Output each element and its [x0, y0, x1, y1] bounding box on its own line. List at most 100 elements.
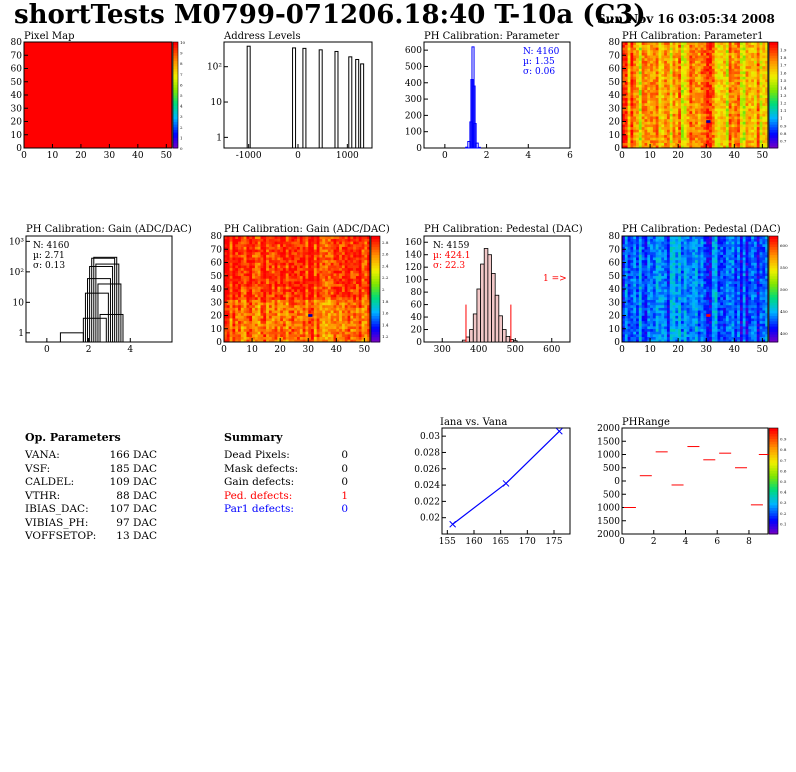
phrange-colorbar-cell — [769, 518, 778, 522]
pixel_map-xtick-label: 0 — [21, 151, 27, 161]
op-param-value: 97 DAC — [116, 516, 157, 529]
pixel_map-ytick-label: 60 — [11, 65, 23, 75]
gain_map-colorbar-cell — [371, 241, 380, 245]
summary-value: 0 — [341, 449, 348, 461]
pedestal_map-ytick-label: 0 — [614, 338, 620, 348]
pixel_map-xtick-label: 50 — [161, 151, 173, 161]
op-param-value: 88 DAC — [116, 489, 157, 502]
pedestal_map-colorbar-cell — [769, 339, 778, 343]
ph_cal_param-xtick-label: 6 — [567, 151, 573, 161]
gain_map-colorbar-cell — [371, 289, 380, 293]
pedestal_hist-ytick-label: 20 — [411, 326, 423, 336]
pedestal_map-colorbar-cell — [769, 286, 778, 290]
pedestal_hist-bar — [480, 263, 485, 343]
pedestal_map-colorbar-cell — [769, 259, 778, 263]
pixel_map-ytick-label: 20 — [11, 118, 23, 128]
ph_cal_param1-colorbar-cell — [769, 89, 778, 93]
pedestal_map-colorbar-cell — [769, 254, 778, 258]
gain_hist-ytick-label: 10 — [13, 298, 25, 308]
ph_cal_param1-colorbar-cell — [769, 52, 778, 56]
ph_cal_param1-colorbar-cell — [769, 42, 778, 46]
pedestal_hist-xtick-label: 600 — [543, 345, 560, 355]
gain_hist-xtick-label: 0 — [44, 345, 50, 355]
pedestal_hist-bar — [494, 294, 500, 343]
gain_map-ytick-label: 20 — [211, 312, 223, 322]
gain_map-ytick-label: 0 — [216, 338, 222, 348]
gain_hist-ytick-label: 10³ — [9, 237, 24, 247]
address_levels-xtick-label: 0 — [295, 151, 301, 161]
pedestal_map-ytick-label: 20 — [609, 312, 621, 322]
pedestal_hist-ytick-label: 140 — [405, 251, 422, 261]
ph_cal_param-ytick-label: 400 — [405, 79, 422, 89]
pixel_map-colorbar-label: 1 — [180, 135, 183, 140]
gain_hist-bar — [99, 313, 124, 343]
ph_cal_param-ytick-label: 300 — [405, 95, 422, 105]
gain_map-colorbar-cell — [371, 318, 380, 322]
pixel_map-colorbar-label: 10 — [180, 40, 186, 45]
phrange-colorbar-label: 0.8 — [780, 447, 787, 452]
pixel_map-colorbar-cell — [173, 116, 178, 120]
gain_map-ytick-label: 10 — [211, 325, 223, 335]
address_levels-ytick-label: 10² — [207, 63, 222, 73]
pedestal_hist-bar — [465, 336, 471, 343]
gain_map-ytick-label: 70 — [211, 245, 223, 255]
ph_cal_param1-colorbar-label: 0.8 — [780, 131, 787, 136]
pedestal_hist-ytick-label: 100 — [405, 276, 422, 286]
phrange-ytick-label: 500 — [603, 464, 620, 474]
gain_map-colorbar-label: 2.4 — [382, 263, 389, 268]
pixel_map-colorbar-label: 2 — [180, 125, 183, 130]
ph_cal_param-bar — [473, 123, 477, 149]
gain_hist-ytick-label: 1 — [18, 329, 24, 339]
iana-vana-title: Iana vs. Vana — [440, 417, 508, 428]
iana_vana-ytick-label: 0.022 — [414, 497, 440, 507]
gain_map-colorbar-cell — [371, 278, 380, 282]
ph-cal-param-title: PH Calibration: Parameter — [424, 31, 560, 42]
gain_map-colorbar-cell — [371, 243, 380, 248]
gain_hist-bar — [87, 278, 111, 343]
gain_map-colorbar-cell — [371, 302, 380, 306]
gain_map-colorbar-cell — [371, 259, 380, 263]
ph_cal_param1-colorbar-label: 1.6 — [780, 70, 787, 75]
ph_cal_param1-colorbar-label: 1.8 — [780, 55, 787, 60]
phrange-colorbar-cell — [769, 433, 778, 437]
ph_cal_param-xtick-label: 4 — [525, 151, 531, 161]
gain_map-colorbar-cell — [371, 254, 380, 258]
gain_map-xtick-label: 40 — [331, 345, 343, 355]
pixel_map-ytick-label: 40 — [11, 91, 23, 101]
ph_cal_param1-ytick-label: 40 — [609, 91, 621, 101]
phrange-colorbar-cell — [769, 430, 778, 434]
ph_cal_param1-xtick-label: 40 — [729, 151, 741, 161]
pedestal_map-colorbar-cell — [769, 299, 778, 303]
ph_cal_param1-colorbar-cell — [769, 129, 778, 133]
pixel_map-colorbar-cell — [173, 118, 178, 122]
pedestal_map-colorbar-cell — [769, 289, 778, 293]
gain-hist-title: PH Calibration: Gain (ADC/DAC) — [26, 224, 192, 235]
pedestal_map-colorbar-cell — [769, 334, 778, 338]
phrange-colorbar-cell — [769, 515, 778, 519]
pedestal_map-colorbar-cell — [769, 273, 778, 277]
phrange-colorbar-cell — [769, 443, 778, 448]
pedestal_map-xtick-label: 20 — [672, 345, 684, 355]
pixel_map-xtick-label: 10 — [47, 151, 59, 161]
phrange-colorbar-cell — [769, 512, 778, 516]
pedestal_map-colorbar-cell — [769, 257, 778, 261]
gain_map-colorbar-cell — [371, 270, 380, 274]
gain_map-colorbar-label: 2.2 — [382, 275, 389, 280]
address_levels-bar — [355, 58, 360, 149]
pixel_map-colorbar-cell — [173, 65, 178, 69]
ph_cal_param-ytick-label: 500 — [405, 62, 422, 72]
pedestal_hist-bar — [483, 248, 489, 343]
pixel_map-colorbar-cell — [173, 49, 178, 54]
iana_vana-xtick-label: 160 — [465, 537, 482, 547]
pedestal_map-colorbar-cell — [769, 326, 778, 330]
pedestal_hist-bar — [487, 254, 492, 343]
gain-hist-stat: N: 4160 — [33, 241, 70, 251]
pixel_map-colorbar-cell — [173, 126, 178, 130]
address_levels-ytick-label: 10 — [211, 98, 223, 108]
ph_cal_param1-colorbar-cell — [769, 81, 778, 85]
gain_map-xtick-label: 10 — [246, 345, 258, 355]
phrange-colorbar-cell — [769, 528, 778, 532]
iana_vana-point — [502, 480, 510, 487]
pedestal_map-colorbar-cell — [769, 323, 778, 327]
address_levels-xtick-label: -1000 — [236, 151, 262, 161]
